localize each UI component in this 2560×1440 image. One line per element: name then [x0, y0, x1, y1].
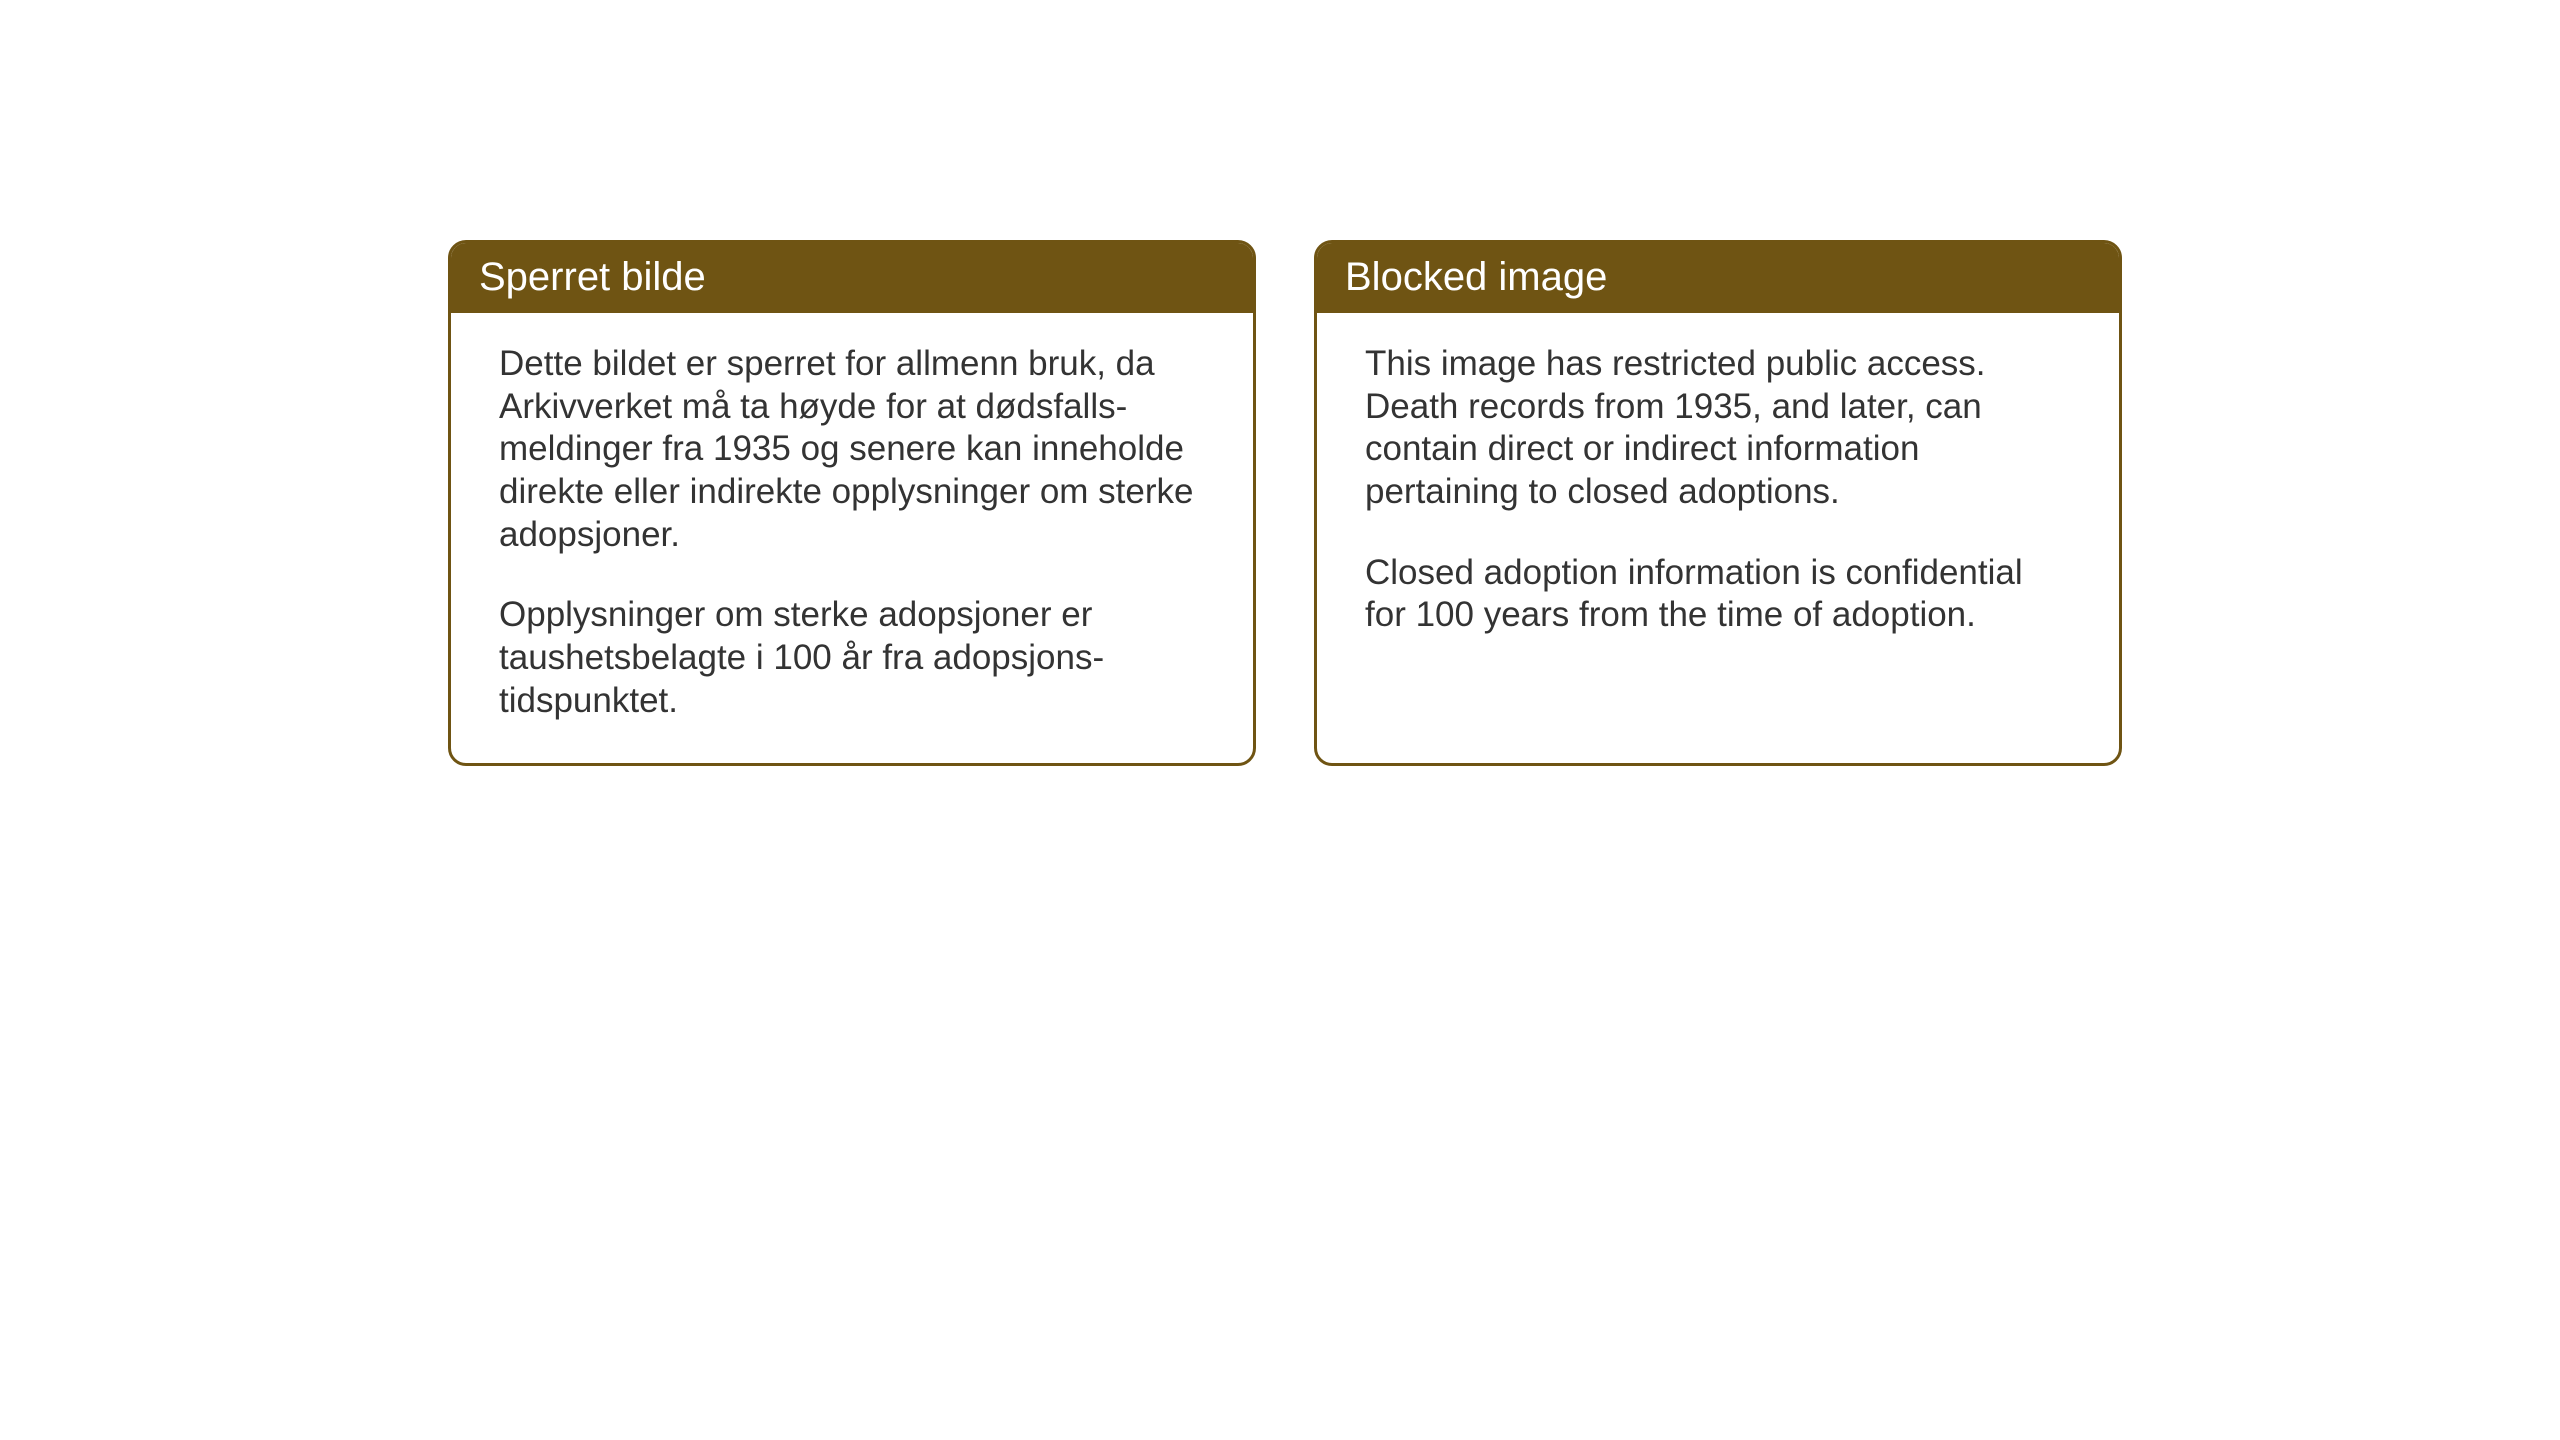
card-body-english: This image has restricted public access.…	[1317, 313, 2119, 677]
card-body-norwegian: Dette bildet er sperret for allmenn bruk…	[451, 313, 1253, 763]
card-paragraph-norwegian-2: Opplysninger om sterke adopsjoner er tau…	[499, 594, 1205, 722]
card-header-norwegian: Sperret bilde	[451, 243, 1253, 313]
notice-card-norwegian: Sperret bilde Dette bildet er sperret fo…	[448, 240, 1256, 766]
notice-container: Sperret bilde Dette bildet er sperret fo…	[448, 240, 2122, 766]
card-paragraph-english-2: Closed adoption information is confident…	[1365, 552, 2071, 637]
notice-card-english: Blocked image This image has restricted …	[1314, 240, 2122, 766]
card-title-english: Blocked image	[1345, 255, 1607, 299]
card-header-english: Blocked image	[1317, 243, 2119, 313]
card-title-norwegian: Sperret bilde	[479, 255, 706, 299]
card-paragraph-norwegian-1: Dette bildet er sperret for allmenn bruk…	[499, 343, 1205, 556]
card-paragraph-english-1: This image has restricted public access.…	[1365, 343, 2071, 514]
